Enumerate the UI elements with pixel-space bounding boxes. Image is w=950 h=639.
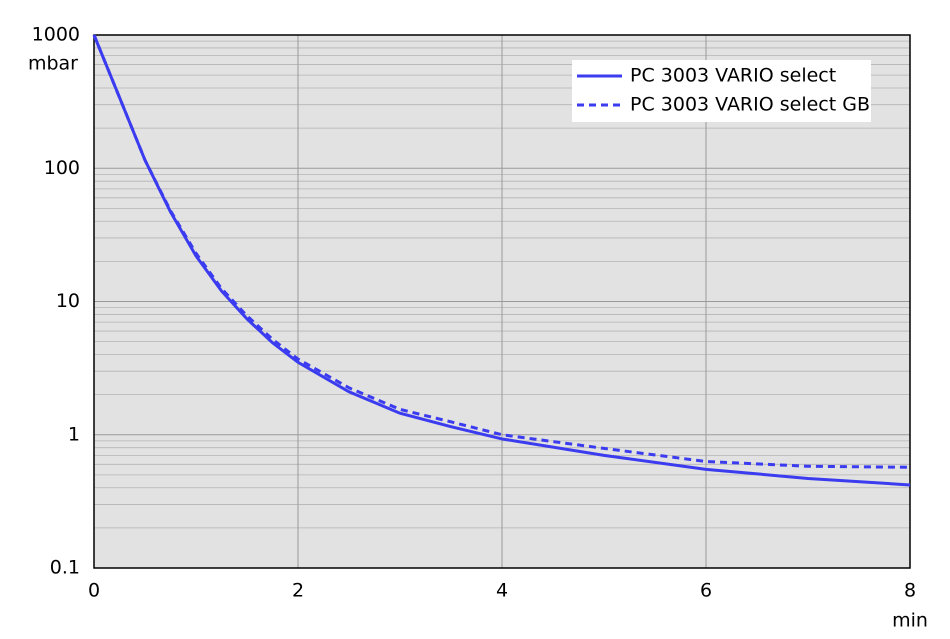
legend-box (572, 60, 871, 122)
y-tick-label: 1000 (32, 24, 80, 46)
y-tick-label: 1 (68, 423, 80, 445)
x-tick-label: 2 (292, 580, 304, 602)
y-tick-label: 0.1 (50, 557, 80, 579)
legend-label: PC 3003 VARIO select GB (630, 94, 870, 116)
x-axis-label: min (892, 610, 928, 632)
x-tick-label: 8 (904, 580, 916, 602)
y-tick-label: 100 (44, 157, 80, 179)
data-line (92, 34, 911, 469)
x-tick-label: 4 (496, 580, 508, 602)
x-tick-label: 0 (88, 580, 100, 602)
y-tick-label: 10 (56, 290, 80, 312)
legend-label: PC 3003 VARIO select (630, 65, 836, 87)
plot-border (93, 34, 911, 569)
y-axis-label: mbar (28, 53, 78, 75)
x-tick-label: 6 (700, 580, 712, 602)
